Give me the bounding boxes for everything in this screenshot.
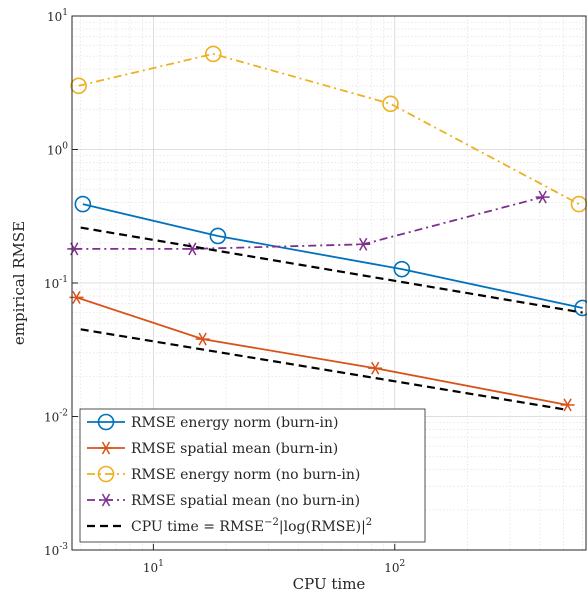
circle-marker: [209, 227, 227, 245]
series-line: [80, 226, 583, 314]
series-3: [70, 45, 587, 213]
y-tick-label: 10-3: [44, 542, 68, 558]
y-axis-label: empirical RMSE: [10, 221, 28, 345]
circle-marker: [70, 77, 87, 95]
series-layer: [67, 45, 587, 412]
circle-marker: [574, 299, 587, 317]
legend-label: RMSE spatial mean (no burn-in): [131, 493, 360, 509]
legend: RMSE energy norm (burn-in) RMSE spatial m…: [79, 408, 426, 543]
series-2: [69, 290, 575, 412]
star-marker: [368, 361, 383, 375]
circle-marker: [74, 195, 92, 213]
circle-marker: [393, 260, 411, 278]
y-tick-label: 101: [47, 8, 68, 24]
x-tick-label: 102: [384, 559, 405, 575]
series-1: [74, 195, 587, 317]
star-marker: [560, 398, 575, 412]
legend-item-3: RMSE energy norm (no burn-in): [87, 465, 360, 483]
x-tick-label: 101: [143, 559, 164, 575]
series-5: [80, 226, 583, 411]
y-tick-label: 10-1: [44, 275, 68, 291]
series-line: [76, 296, 568, 406]
series-4: [67, 190, 550, 256]
tick-layer: 101 102 101 100 10-1 10-2 10-3: [44, 8, 405, 575]
circle-marker: [97, 413, 115, 431]
star-marker: [99, 493, 113, 507]
legend-label: CPU time = RMSE−2|log(RMSE)|2: [131, 517, 372, 535]
legend-label: RMSE energy norm (no burn-in): [131, 467, 360, 483]
star-marker: [356, 237, 371, 251]
y-tick-label: 100: [47, 142, 68, 158]
star-marker: [67, 242, 82, 256]
y-tick-label: 10-2: [44, 409, 68, 425]
legend-label: RMSE energy norm (burn-in): [131, 415, 338, 431]
legend-label: RMSE spatial mean (burn-in): [131, 441, 338, 457]
legend-item-2: RMSE spatial mean (burn-in): [87, 441, 338, 457]
circle-marker: [204, 45, 222, 63]
star-marker: [99, 441, 113, 455]
legend-box: [79, 408, 426, 543]
legend-item-1: RMSE energy norm (burn-in): [87, 413, 338, 431]
circle-marker: [382, 95, 399, 113]
series-line: [82, 203, 583, 309]
legend-item-5: CPU time = RMSE−2|log(RMSE)|2: [87, 517, 372, 535]
series-line: [74, 196, 543, 250]
star-marker: [195, 332, 210, 346]
star-marker: [535, 190, 550, 204]
series-line: [80, 328, 568, 411]
star-marker: [185, 242, 200, 256]
x-axis-label: CPU time: [293, 575, 366, 593]
legend-item-4: RMSE spatial mean (no burn-in): [87, 493, 360, 509]
circle-marker: [570, 195, 587, 213]
circle-marker: [97, 465, 115, 483]
